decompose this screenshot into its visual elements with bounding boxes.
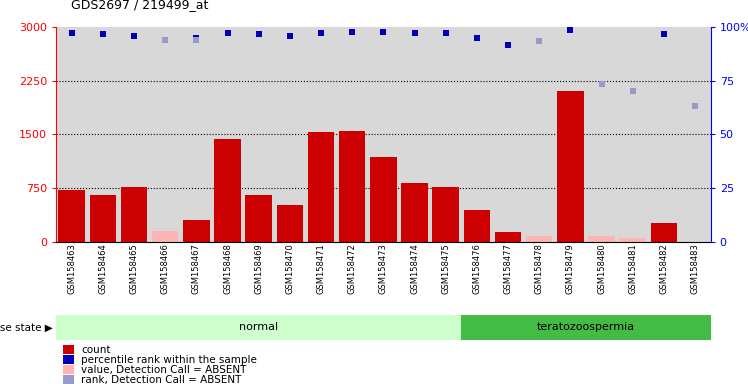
Bar [399,27,430,242]
Point [190,37,202,43]
Bar [464,210,490,242]
Text: count: count [81,345,111,355]
Bar [432,187,459,242]
Bar [214,139,241,242]
Point [689,103,701,109]
Point [190,35,202,41]
Bar [63,355,74,364]
Bar [494,232,521,242]
Point [221,30,233,36]
Point [471,35,483,41]
Bar [617,27,649,242]
Point [284,33,296,39]
Bar [679,27,711,242]
Bar [58,190,85,242]
Bar [524,27,555,242]
Text: GDS2697 / 219499_at: GDS2697 / 219499_at [71,0,209,12]
Point [657,31,669,37]
Point [564,26,576,33]
Point [96,31,109,37]
Bar [63,376,74,384]
Point [502,42,514,48]
Bar [586,27,617,242]
Bar [245,195,272,242]
Point [533,38,545,44]
Bar [90,195,116,242]
Bar [339,131,366,242]
Bar [649,27,679,242]
Point [159,37,171,43]
Bar [526,236,553,242]
Text: rank, Detection Call = ABSENT: rank, Detection Call = ABSENT [81,375,242,384]
Bar [118,27,150,242]
Point [128,33,140,39]
Bar [88,27,118,242]
Point [408,30,420,36]
Point [315,30,327,36]
Point [66,30,78,36]
Point [377,29,389,35]
Bar [401,183,428,242]
Bar [588,236,615,242]
Bar [63,345,74,354]
Bar [555,27,586,242]
Bar [307,132,334,242]
Point [346,29,358,35]
Point [440,30,452,36]
Bar [462,27,492,242]
Bar [56,315,462,340]
Text: teratozoospermia: teratozoospermia [537,322,635,333]
Bar [305,27,337,242]
Bar [56,27,88,242]
Bar [183,220,209,242]
Bar [150,27,181,242]
Bar [63,365,74,374]
Point [253,31,265,37]
Bar [152,231,179,242]
Bar [277,205,303,242]
Text: percentile rank within the sample: percentile rank within the sample [81,355,257,365]
Point [595,81,607,87]
Bar [619,238,646,242]
Bar [368,27,399,242]
Bar [370,157,396,242]
Bar [181,27,212,242]
Text: value, Detection Call = ABSENT: value, Detection Call = ABSENT [81,365,246,375]
Bar [430,27,462,242]
Bar [492,27,524,242]
Text: normal: normal [239,322,278,333]
Bar [212,27,243,242]
Bar [337,27,368,242]
Point [627,88,639,94]
Bar [557,91,583,242]
Bar [462,315,711,340]
Bar [120,187,147,242]
Bar [275,27,305,242]
Bar [651,223,677,242]
Bar [243,27,275,242]
Text: disease state ▶: disease state ▶ [0,322,52,333]
